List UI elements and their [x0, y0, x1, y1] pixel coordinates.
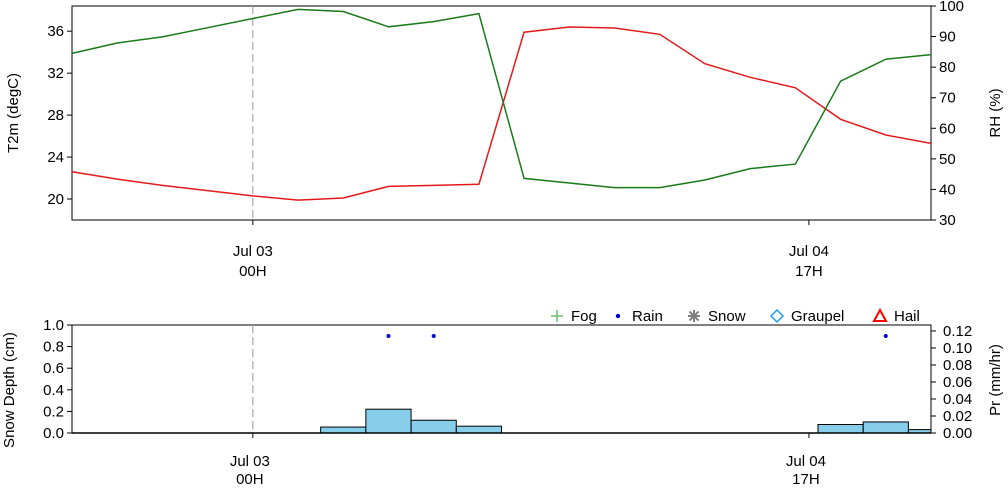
graupel-legend-icon	[769, 308, 785, 324]
y-left-tick-label: 28	[47, 107, 64, 124]
snow-legend-icon	[688, 310, 700, 322]
precip-bar	[817, 423, 864, 434]
rain-marker	[883, 334, 888, 338]
precip-bar	[410, 419, 457, 434]
x-tick-label-date: Jul 04	[789, 243, 829, 260]
bottom-left-axis-label: Snow Depth (cm)	[1, 332, 18, 448]
y-right-tick-label: 0.04	[943, 391, 972, 408]
top-right-axis-label: RH (%)	[987, 88, 1004, 137]
precip-bar	[455, 425, 502, 434]
hail-legend-icon	[872, 307, 888, 322]
y-right-tick-label: 0.10	[943, 340, 972, 357]
y-left-tick-label: 0.6	[43, 360, 64, 377]
y-left-tick-label: 0.2	[43, 403, 64, 420]
x-tick-label-date: Jul 04	[786, 453, 826, 470]
top-left-axis-label: T2m (degC)	[5, 73, 22, 153]
rain-legend-icon	[615, 313, 621, 319]
legend-label: Rain	[632, 308, 663, 325]
temperature-rh-panel: 20 24 28 32 36 30 40 50 60 70 80 90 100 Jul 03 00H Jul …	[47, 0, 964, 280]
y-left-tick-label: 36	[47, 23, 64, 40]
x-tick-label-hour: 00H	[236, 471, 264, 486]
y-left-tick-label: 0.8	[43, 339, 64, 356]
bottom-plot-frame	[71, 324, 932, 434]
y-right-tick-label: 0.12	[943, 323, 972, 340]
y-right-tick-label: 90	[939, 29, 956, 46]
y-left-tick-label: 20	[47, 191, 64, 208]
y-right-tick-label: 0.06	[943, 374, 972, 391]
y-right-tick-label: 70	[939, 90, 956, 107]
y-left-tick-label: 32	[47, 65, 64, 82]
precipitation-panel: 0.00.20.40.60.81.00.000.020.040.060.080.…	[43, 317, 972, 488]
y-left-tick-label: 24	[47, 149, 64, 166]
y-right-tick-label: 30	[939, 212, 956, 229]
y-right-tick-label: 0.02	[943, 408, 972, 425]
x-tick-label-hour: 17H	[795, 263, 823, 280]
y-right-tick-label: 40	[939, 181, 956, 198]
precip-bar	[365, 408, 412, 434]
temperature-line	[71, 26, 932, 201]
y-right-tick-label: 60	[939, 120, 956, 137]
fog-legend-icon	[551, 310, 563, 322]
precip-bar	[320, 426, 367, 434]
legend-label: Fog	[571, 308, 597, 325]
rain-marker	[386, 334, 391, 338]
precip-type-legend: Fog Rain Snow Graupel Hail	[551, 307, 920, 325]
rain-marker	[431, 334, 436, 338]
rh-line	[71, 8, 932, 189]
top-plot-frame	[71, 5, 932, 221]
y-right-tick-label: 80	[939, 59, 956, 76]
y-left-tick-label: 1.0	[43, 317, 64, 334]
bottom-right-axis-label: Pr (mm/hr)	[987, 344, 1004, 416]
x-tick-label-hour: 00H	[239, 263, 267, 280]
legend-label: Hail	[894, 308, 920, 325]
legend-label: Graupel	[791, 308, 844, 325]
y-right-tick-label: 50	[939, 151, 956, 168]
y-right-tick-label: 100	[939, 0, 964, 15]
precip-bar	[862, 421, 909, 434]
y-left-tick-label: 0.4	[43, 382, 64, 399]
y-right-tick-label: 0.00	[943, 425, 972, 442]
y-left-tick-label: 0.0	[43, 425, 64, 442]
x-tick-label-date: Jul 03	[233, 243, 273, 260]
x-tick-label-hour: 17H	[792, 471, 820, 486]
legend-label: Snow	[708, 308, 746, 325]
x-tick-label-date: Jul 03	[230, 453, 270, 470]
y-right-tick-label: 0.08	[943, 357, 972, 374]
